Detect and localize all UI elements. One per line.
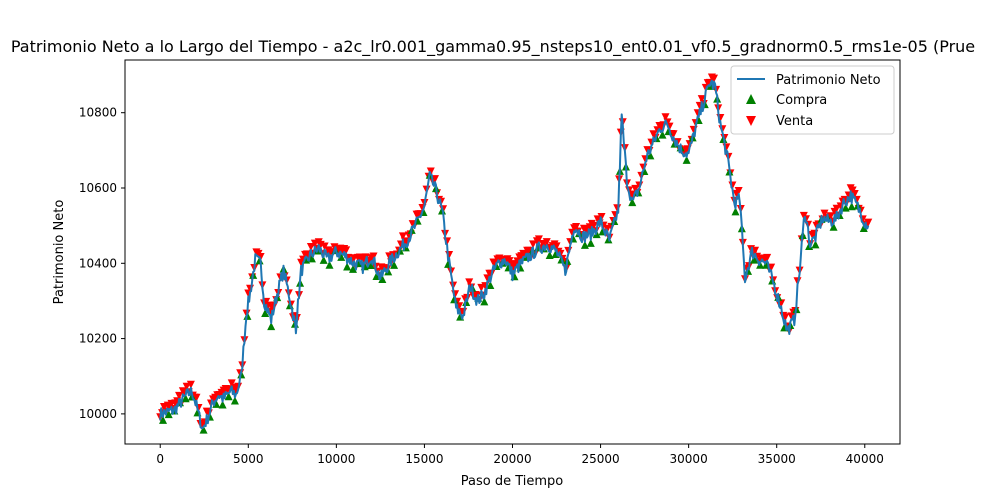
buy-marker <box>586 238 595 247</box>
x-tick-label: 25000 <box>581 452 619 466</box>
buy-marker <box>859 223 868 232</box>
x-tick-label: 30000 <box>670 452 708 466</box>
sell-marker <box>763 253 772 262</box>
x-tick-label: 20000 <box>493 452 531 466</box>
sell-marker <box>710 74 718 83</box>
sell-marker <box>495 254 504 263</box>
buy-marker <box>480 297 489 306</box>
buy-marker <box>811 240 820 249</box>
x-tick-label: 10000 <box>317 452 355 466</box>
sell-marker <box>552 242 561 251</box>
sell-marker <box>850 189 859 198</box>
sell-marker <box>697 95 706 104</box>
sell-marker <box>320 242 329 251</box>
y-axis: 10000 10200 10400 10600 10800 <box>79 106 125 421</box>
buy-marker <box>646 151 655 160</box>
sell-marker <box>175 391 184 400</box>
y-tick-label: 10600 <box>79 181 117 195</box>
y-tick-label: 10000 <box>79 407 117 421</box>
buy-marker <box>325 260 334 269</box>
sell-marker <box>820 209 829 218</box>
buy-marker <box>628 198 637 207</box>
sell-marker <box>864 218 873 227</box>
buy-marker <box>199 425 208 434</box>
buy-marker <box>658 130 667 139</box>
buy-marker <box>348 264 357 273</box>
legend-label-sell: Venta <box>776 114 813 129</box>
y-tick-label: 10200 <box>79 332 117 346</box>
sell-marker <box>542 238 551 247</box>
sell-marker <box>465 278 474 287</box>
buy-marker <box>545 250 554 259</box>
sell-marker <box>661 113 670 122</box>
buy-marker <box>261 309 270 318</box>
y-axis-label: Patrimonio Neto <box>52 200 67 305</box>
buy-marker <box>731 207 740 216</box>
buy-marker <box>378 274 387 283</box>
legend-label-buy: Compra <box>776 93 827 108</box>
buy-marker <box>343 262 352 271</box>
buy-marker <box>847 202 856 211</box>
sell-marker <box>832 204 841 213</box>
sell-marker <box>186 380 195 389</box>
net-worth-line <box>159 79 870 430</box>
buy-marker <box>750 255 759 264</box>
sell-marker <box>192 393 201 402</box>
sell-marker <box>781 313 790 322</box>
buy-marker <box>580 240 589 249</box>
x-axis: 0 5000 10000 15000 20000 25000 30000 35000 40000 <box>156 444 884 466</box>
buy-marker <box>319 255 328 264</box>
buy-marker <box>159 415 168 424</box>
sell-marker <box>426 167 435 176</box>
legend-box <box>730 65 895 135</box>
buy-marker <box>224 392 233 401</box>
legend-label-net-worth: Patrimonio Neto <box>776 73 881 88</box>
buy-marker <box>164 410 173 419</box>
sell-marker <box>182 382 191 391</box>
y-tick-label: 10400 <box>79 256 117 270</box>
x-tick-label: 0 <box>156 452 164 466</box>
buy-marker <box>337 252 346 261</box>
sell-marker <box>669 130 678 139</box>
sell-marker <box>529 240 538 249</box>
y-tick-label: 10800 <box>79 106 117 120</box>
buy-marker <box>181 394 190 403</box>
sell-marker <box>734 186 743 195</box>
buy-marker <box>390 260 399 269</box>
buy-marker <box>682 155 691 164</box>
sell-marker <box>572 223 581 232</box>
x-tick-label: 15000 <box>405 452 443 466</box>
sell-marker <box>227 379 236 388</box>
buy-marker <box>218 400 227 409</box>
sell-marker <box>534 235 543 244</box>
sell-marker <box>826 212 835 221</box>
sell-marker <box>256 252 265 261</box>
sell-marker <box>342 246 351 255</box>
sell-marker <box>369 252 378 261</box>
sell-marker <box>589 221 598 230</box>
x-axis-label: Paso de Tiempo <box>461 474 564 489</box>
x-tick-label: 5000 <box>233 452 264 466</box>
buy-marker <box>829 222 838 231</box>
sell-marker <box>597 212 606 221</box>
buy-marker <box>841 203 850 212</box>
buy-marker <box>267 322 276 331</box>
legend-sell-marker <box>746 116 756 126</box>
sell-marker <box>631 184 640 193</box>
legend: Patrimonio Neto Compra Venta <box>730 65 895 135</box>
chart-title: Patrimonio Neto a lo Largo del Tiempo - … <box>11 37 975 57</box>
buy-marker <box>230 396 239 405</box>
sell-marker <box>398 232 407 241</box>
x-tick-label: 40000 <box>846 452 884 466</box>
x-tick-label: 35000 <box>758 452 796 466</box>
buy-marker <box>486 281 495 290</box>
legend-buy-marker <box>746 94 756 104</box>
